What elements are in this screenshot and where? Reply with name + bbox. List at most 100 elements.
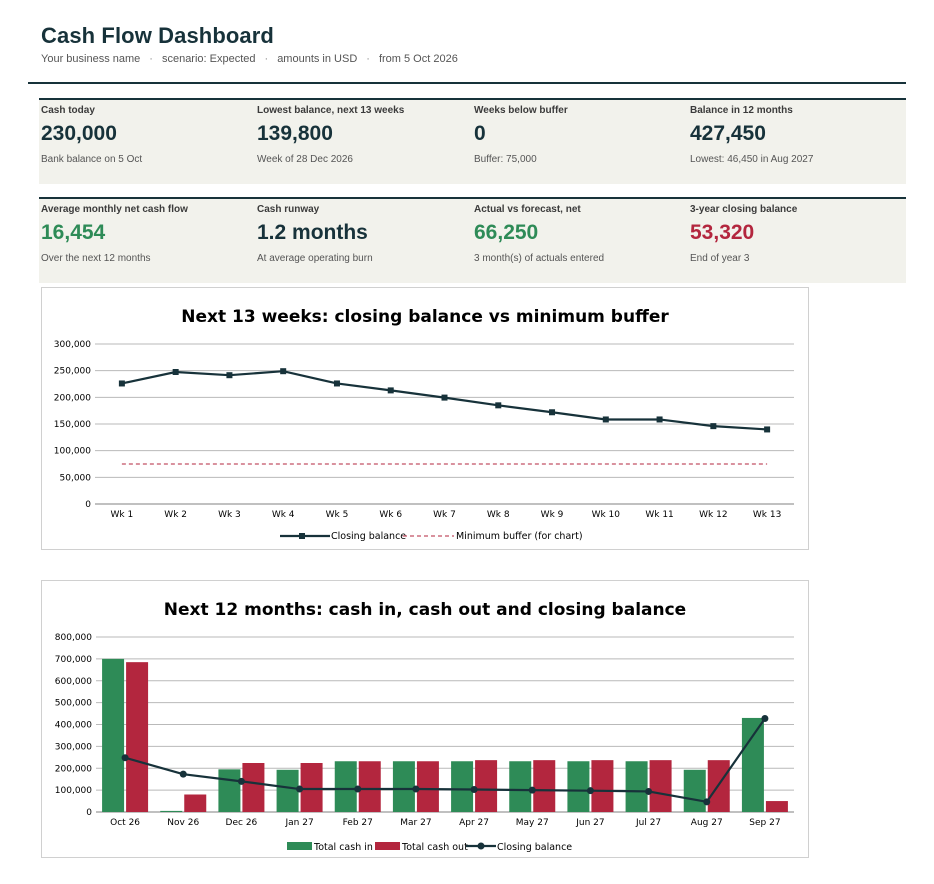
cash-in-bar <box>276 769 299 812</box>
kpi-card: Actual vs forecast, net 66,250 3 month(s… <box>472 199 688 283</box>
x-tick-label: Apr 27 <box>459 818 489 828</box>
x-tick-label: Wk 1 <box>111 510 134 520</box>
page-subtitle: Your business name · scenario: Expected · am… <box>41 53 458 65</box>
cash-out-bar <box>300 763 323 812</box>
x-tick-label: Wk 9 <box>541 510 564 520</box>
cash-out-bar <box>765 801 788 812</box>
y-tick-label: 400,000 <box>55 721 92 731</box>
x-tick-label: Feb 27 <box>343 818 373 828</box>
y-tick-label: 300,000 <box>54 340 91 350</box>
cash-in-bar <box>451 761 474 812</box>
kpi-row-1: Cash today 230,000 Bank balance on 5 Oct… <box>39 98 906 184</box>
closing-balance-point <box>703 798 711 806</box>
legend-swatch-cash-out <box>375 842 400 850</box>
balance-point <box>387 387 394 394</box>
y-tick-label: 150,000 <box>54 420 91 430</box>
kpi-note: 3 month(s) of actuals entered <box>474 253 605 264</box>
x-tick-label: Jan 27 <box>284 818 313 828</box>
kpi-card: Cash today 230,000 Bank balance on 5 Oct <box>39 100 255 184</box>
kpi-card: Weeks below buffer 0 Buffer: 75,000 <box>472 100 688 184</box>
kpi-label: Balance in 12 months <box>690 105 793 116</box>
kpi-note: Lowest: 46,450 in Aug 2027 <box>690 154 814 165</box>
balance-point <box>226 372 233 379</box>
legend-label: Total cash in <box>313 842 373 853</box>
y-tick-label: 600,000 <box>55 677 92 687</box>
kpi-card: Lowest balance, next 13 weeks 139,800 We… <box>255 100 471 184</box>
y-tick-label: 50,000 <box>60 473 92 483</box>
currency-label: amounts in USD <box>277 53 358 65</box>
cash-out-bar <box>591 760 614 812</box>
closing-balance-point <box>645 787 653 795</box>
balance-point <box>495 402 502 409</box>
cash-in-bar <box>160 810 183 812</box>
cash-in-bar <box>509 761 532 812</box>
kpi-card: 3-year closing balance 53,320 End of yea… <box>688 199 904 283</box>
kpi-value: 0 <box>474 122 486 145</box>
balance-point <box>333 380 340 387</box>
page-title: Cash Flow Dashboard <box>41 23 274 48</box>
balance-point <box>441 394 448 401</box>
x-tick-label: Wk 4 <box>272 510 295 520</box>
weekly-balance-chart[interactable]: Next 13 weeks: closing balance vs minimu… <box>41 287 809 550</box>
kpi-note: Buffer: 75,000 <box>474 154 537 165</box>
kpi-label: Average monthly net cash flow <box>41 204 188 215</box>
kpi-note: End of year 3 <box>690 253 750 264</box>
kpi-row-2: Average monthly net cash flow 16,454 Ove… <box>39 197 906 283</box>
cash-out-bar <box>358 761 381 812</box>
kpi-card: Cash runway 1.2 months At average operat… <box>255 199 471 283</box>
chart-title: Next 12 months: cash in, cash out and cl… <box>164 600 686 620</box>
balance-point <box>656 416 663 423</box>
x-tick-label: Dec 26 <box>226 818 258 828</box>
kpi-label: Cash runway <box>257 204 320 215</box>
kpi-label: Lowest balance, next 13 weeks <box>257 105 405 116</box>
y-tick-label: 0 <box>85 500 91 510</box>
cash-in-bar <box>567 761 590 812</box>
closing-balance-point <box>179 770 187 778</box>
balance-point <box>764 426 771 433</box>
x-tick-label: Wk 7 <box>433 510 456 520</box>
x-tick-label: Wk 10 <box>592 510 621 520</box>
scenario-label: scenario: Expected <box>161 53 256 65</box>
y-tick-label: 0 <box>86 808 92 818</box>
x-tick-label: Oct 26 <box>110 818 140 828</box>
closing-balance-point <box>586 787 594 795</box>
kpi-value: 66,250 <box>474 221 539 244</box>
cash-in-bar <box>334 761 357 812</box>
monthly-cashflow-chart[interactable]: Next 12 months: cash in, cash out and cl… <box>41 580 809 858</box>
closing-balance-point <box>761 714 769 722</box>
balance-point <box>280 368 287 375</box>
legend-label: Minimum buffer (for chart) <box>456 531 583 542</box>
kpi-value: 16,454 <box>41 221 106 244</box>
kpi-label: Cash today <box>41 105 95 116</box>
kpi-label: Actual vs forecast, net <box>474 204 581 215</box>
cash-in-bar <box>741 717 764 812</box>
y-tick-label: 250,000 <box>54 367 91 377</box>
start-date-label: from 5 Oct 2026 <box>378 53 458 65</box>
cash-out-bar <box>242 763 265 812</box>
kpi-value: 427,450 <box>690 122 766 145</box>
cash-out-bar <box>416 761 439 812</box>
x-tick-label: Mar 27 <box>400 818 431 828</box>
kpi-value: 53,320 <box>690 221 755 244</box>
x-tick-label: Sep 27 <box>749 818 780 828</box>
balance-point <box>172 369 179 375</box>
kpi-value: 139,800 <box>257 122 333 145</box>
business-name: Your business name <box>41 53 141 65</box>
kpi-card: Average monthly net cash flow 16,454 Ove… <box>39 199 255 283</box>
cash-in-bar <box>102 658 125 812</box>
cash-in-bar <box>392 761 415 812</box>
balance-point <box>602 416 609 423</box>
closing-balance-point <box>528 786 536 794</box>
x-tick-label: Wk 2 <box>164 510 187 520</box>
cash-in-bar <box>683 769 706 812</box>
legend-label: Closing balance <box>331 531 406 542</box>
closing-balance-point <box>470 785 478 793</box>
closing-balance-point <box>121 754 129 762</box>
closing-balance-point <box>237 777 245 785</box>
closing-balance-line <box>124 717 766 804</box>
cash-out-bar <box>475 760 498 812</box>
legend-label: Closing balance <box>497 842 572 853</box>
closing-balance-point <box>412 785 420 793</box>
kpi-label: 3-year closing balance <box>690 204 798 215</box>
y-tick-label: 200,000 <box>54 393 91 403</box>
